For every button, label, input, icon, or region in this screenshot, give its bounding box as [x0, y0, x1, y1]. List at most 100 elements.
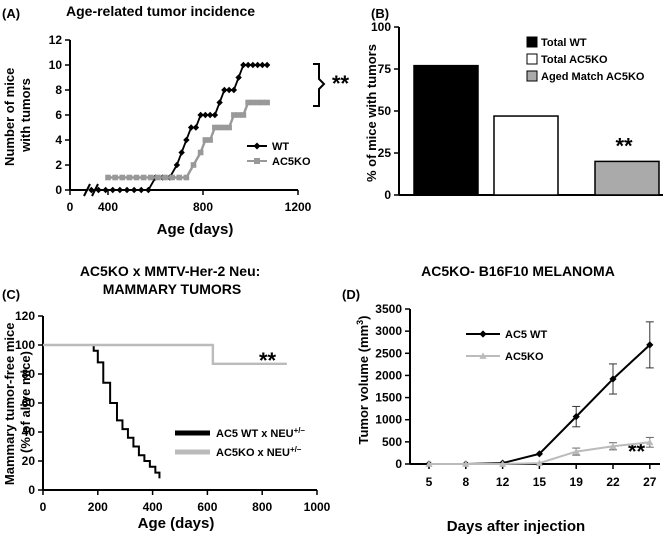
panel-a-point-AC5KO [169, 174, 175, 181]
panel-b-legend-text: Aged Match AC5KO [541, 71, 645, 83]
panel-a-y-tick-label: 12 [49, 33, 63, 47]
panel-a-title: Age-related tumor incidence [66, 3, 255, 19]
panel-d-point-1 [646, 438, 654, 446]
panel-a-point-WT [102, 186, 109, 194]
panel-c-significance: ** [259, 348, 277, 373]
panel-a-point-WT [254, 61, 261, 69]
panel-a-label: (A) [2, 6, 20, 21]
panel-d-y-tick-label: 3500 [375, 302, 402, 316]
panel-a-point-WT [130, 186, 138, 194]
panel-a-point-AC5KO [126, 174, 133, 181]
panel-c-y-tick-label: 20 [22, 454, 36, 468]
panel-d-label: (D) [342, 287, 360, 302]
panel-c-y-tick-label: 120 [15, 309, 35, 323]
panel-a-point-AC5KO [190, 162, 197, 168]
panel-d-x-tick-label: 8 [462, 475, 469, 489]
panel-c-title: AC5KO x MMTV-Her-2 Neu: MAMMARY TUMORS [80, 263, 264, 297]
panel-d-y-tick-label: 2000 [375, 368, 402, 382]
panel-a-point-AC5KO [140, 174, 147, 181]
panel-a-point-WT [225, 86, 233, 94]
panel-c-y-tick-label: 0 [28, 483, 35, 497]
panel-a-point-AC5KO [162, 174, 168, 181]
panel-a-point-AC5KO [112, 174, 118, 181]
panel-d-point-1 [609, 442, 617, 450]
panel-b-legend-swatch [526, 36, 538, 48]
panel-c-xlabel: Age (days) [138, 515, 215, 532]
panel-b-y-tick-label: 100 [371, 20, 391, 34]
panel-b-y-tick-label: 25 [378, 146, 392, 160]
panel-c-y-tick-label: 60 [22, 396, 36, 410]
panel-c-label: (C) [2, 287, 20, 302]
panel-a-point-WT [263, 61, 271, 69]
panel-a-legend-marker [253, 142, 261, 150]
panel-c-series-0 [43, 344, 161, 479]
panel-d-ylabel: Tumor volume (mm3) [355, 315, 371, 444]
panel-a-point-WT [244, 61, 252, 69]
panel-b-significance: ** [615, 133, 633, 158]
panel-d-x-tick-label: 27 [643, 475, 657, 489]
panel-a-point-WT [138, 186, 145, 194]
panel-a-point-WT [183, 136, 190, 144]
panel-c-ylabel: Mammary tumor-free mice (% of alive mice… [2, 319, 33, 485]
panel-a-point-AC5KO [133, 174, 140, 181]
panel-a-point-AC5KO [207, 137, 213, 143]
panel-a-point-AC5KO [221, 124, 228, 131]
panel-d-y-tick-label: 500 [382, 435, 402, 449]
panel-b: (B) % of mice with tumors 0 25 50 75 100 ** To… [364, 6, 663, 202]
panel-a-axis-break-1 [83, 183, 91, 197]
panel-b-label: (B) [371, 6, 389, 21]
panel-d-x-tick-label: 5 [426, 475, 433, 489]
panel-a-point-WT [206, 111, 214, 119]
panel-a-ylabel-line1: Number of mice [2, 68, 17, 166]
panel-c-x-tick-label: 400 [143, 500, 163, 514]
panel-c-legend-text: AC5KO x NEU+/– [216, 445, 302, 459]
panel-a-y-tick-label: 0 [55, 183, 62, 197]
panel-d-point-0 [646, 341, 654, 349]
panel-d-point-0 [535, 450, 543, 458]
panel-a-point-WT [109, 186, 116, 194]
panel-b-bar-1 [493, 115, 559, 196]
panel-a-point-WT [240, 61, 247, 69]
panel-d-legend-text: AC5 WT [505, 329, 547, 341]
panel-a-point-WT [202, 111, 209, 119]
panel-c-x-tick-label: 1000 [304, 500, 331, 514]
panel-a-legend-text: WT [272, 141, 289, 153]
panel-a-ylabel-line2: with tumors [18, 78, 33, 153]
panel-a-point-AC5KO [250, 99, 256, 106]
panel-b-legend-text: Total WT [541, 37, 587, 49]
panel-c-x-tick-label: 600 [197, 500, 217, 514]
panel-b-y-tick-label: 75 [378, 62, 392, 76]
panel-d-x-tick-label: 22 [606, 475, 620, 489]
panel-a-point-WT [259, 61, 266, 69]
panel-a-point-AC5KO [245, 99, 251, 106]
panel-a-x-tick-label: 800 [193, 200, 213, 214]
panel-a-point-WT [88, 186, 95, 194]
panel-a-y-tick-label: 6 [55, 108, 62, 122]
panel-a-point-AC5KO [183, 174, 190, 181]
panel-c-y-tick-label: 100 [15, 338, 35, 352]
panel-a-point-WT [192, 124, 200, 131]
panel-d-point-1 [572, 448, 580, 455]
panel-a-point-AC5KO [264, 99, 270, 106]
panel-a-x-tick-label: 400 [98, 200, 118, 214]
panel-a-bracket [313, 63, 326, 107]
panel-a-y-tick-label: 2 [55, 158, 62, 172]
panel-d-legend-marker [479, 330, 487, 338]
panel-d-xlabel: Days after injection [447, 518, 585, 535]
panel-d-significance: ** [628, 439, 646, 464]
panel-a-point-AC5KO [235, 112, 242, 118]
panel-a: (A) Age-related tumor incidence Number o… [2, 3, 350, 238]
panel-c-title-line2: MAMMARY TUMORS [103, 281, 241, 297]
panel-c-x-tick-label: 0 [40, 500, 47, 514]
panel-c-ylabel-line2: (% of alive mice) [18, 351, 33, 453]
panel-a-y-tick-label: 8 [55, 83, 62, 97]
panel-a-point-AC5KO [119, 174, 126, 181]
panel-d: (D) AC5KO- B16F10 MELANOMA Tumor volume … [342, 263, 660, 535]
panel-a-point-AC5KO [254, 99, 261, 106]
panel-b-y-tick-label: 0 [384, 188, 391, 202]
panel-c-y-tick-label: 80 [22, 367, 36, 381]
panel-a-point-AC5KO [216, 124, 223, 131]
panel-d-point-1 [425, 460, 433, 467]
panel-d-x-tick-label: 15 [533, 475, 547, 489]
